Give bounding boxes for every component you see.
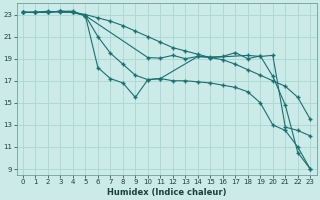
X-axis label: Humidex (Indice chaleur): Humidex (Indice chaleur): [107, 188, 226, 197]
